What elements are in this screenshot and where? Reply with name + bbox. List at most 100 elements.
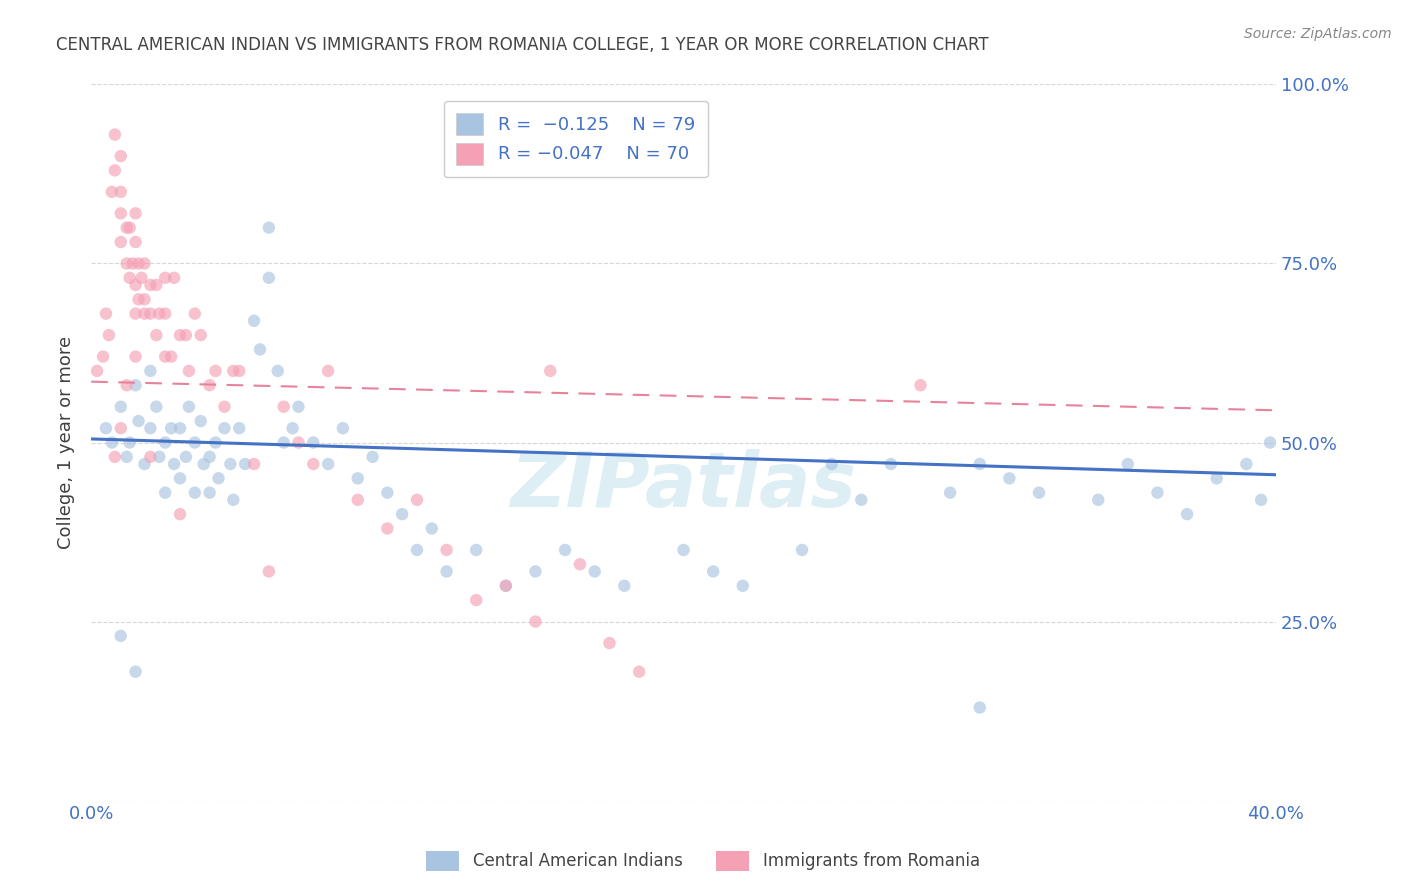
Point <box>436 565 458 579</box>
Point <box>1258 435 1281 450</box>
Point <box>1205 471 1227 485</box>
Point <box>134 293 156 307</box>
Text: ZIPatlas: ZIPatlas <box>510 449 856 523</box>
Point <box>110 400 132 414</box>
Point <box>998 471 1021 485</box>
Point <box>672 543 695 558</box>
Point <box>145 277 167 292</box>
Point <box>969 700 991 714</box>
Point <box>257 565 280 579</box>
Point <box>184 307 207 321</box>
Point <box>233 457 256 471</box>
Point <box>153 435 176 450</box>
Point <box>190 328 212 343</box>
Point <box>86 364 108 378</box>
Point <box>790 543 813 558</box>
Legend: Central American Indians, Immigrants from Romania: Central American Indians, Immigrants fro… <box>418 842 988 880</box>
Point <box>124 307 146 321</box>
Point <box>169 507 191 521</box>
Point <box>628 665 651 679</box>
Point <box>287 400 309 414</box>
Point <box>257 220 280 235</box>
Point <box>134 457 156 471</box>
Point <box>124 350 146 364</box>
Point <box>118 435 141 450</box>
Point <box>110 629 132 643</box>
Point <box>177 364 200 378</box>
Point <box>97 328 120 343</box>
Point <box>104 163 127 178</box>
Point <box>465 543 488 558</box>
Point <box>148 307 170 321</box>
Legend: R =  −0.125    N = 79, R = −0.047    N = 70: R = −0.125 N = 79, R = −0.047 N = 70 <box>444 101 707 178</box>
Point <box>249 343 271 357</box>
Point <box>160 421 183 435</box>
Point <box>214 421 236 435</box>
Point <box>495 579 517 593</box>
Point <box>94 307 117 321</box>
Point <box>190 414 212 428</box>
Point <box>153 350 176 364</box>
Point <box>207 471 229 485</box>
Point <box>406 492 429 507</box>
Point <box>193 457 215 471</box>
Point <box>134 307 156 321</box>
Point <box>219 457 242 471</box>
Point <box>1146 485 1168 500</box>
Point <box>1250 492 1272 507</box>
Point <box>110 421 132 435</box>
Point <box>131 270 153 285</box>
Y-axis label: College, 1 year or more: College, 1 year or more <box>58 336 75 549</box>
Point <box>568 558 591 572</box>
Point <box>124 206 146 220</box>
Point <box>174 328 197 343</box>
Point <box>243 457 266 471</box>
Point <box>139 450 162 464</box>
Point <box>91 350 114 364</box>
Point <box>361 450 384 464</box>
Point <box>939 485 962 500</box>
Point <box>184 485 207 500</box>
Point <box>139 421 162 435</box>
Point <box>145 328 167 343</box>
Point <box>104 128 127 142</box>
Point <box>184 435 207 450</box>
Point <box>613 579 636 593</box>
Point <box>174 450 197 464</box>
Point <box>153 485 176 500</box>
Point <box>1175 507 1198 521</box>
Point <box>124 378 146 392</box>
Point <box>124 277 146 292</box>
Point <box>524 615 547 629</box>
Point <box>910 378 932 392</box>
Text: CENTRAL AMERICAN INDIAN VS IMMIGRANTS FROM ROMANIA COLLEGE, 1 YEAR OR MORE CORRE: CENTRAL AMERICAN INDIAN VS IMMIGRANTS FR… <box>56 36 988 54</box>
Point <box>94 421 117 435</box>
Point <box>145 400 167 414</box>
Point <box>169 328 191 343</box>
Point <box>495 579 517 593</box>
Point <box>110 235 132 249</box>
Point <box>148 450 170 464</box>
Point <box>243 314 266 328</box>
Point <box>115 450 138 464</box>
Point <box>420 521 443 535</box>
Point <box>139 277 162 292</box>
Point <box>118 220 141 235</box>
Point <box>346 471 368 485</box>
Point <box>128 414 150 428</box>
Point <box>124 235 146 249</box>
Point <box>198 450 221 464</box>
Point <box>406 543 429 558</box>
Point <box>169 471 191 485</box>
Point <box>599 636 621 650</box>
Point <box>134 256 156 270</box>
Point <box>316 364 339 378</box>
Point <box>118 270 141 285</box>
Point <box>228 364 250 378</box>
Point <box>204 364 226 378</box>
Point <box>1087 492 1109 507</box>
Point <box>163 457 186 471</box>
Point <box>332 421 354 435</box>
Point <box>177 400 200 414</box>
Point <box>169 421 191 435</box>
